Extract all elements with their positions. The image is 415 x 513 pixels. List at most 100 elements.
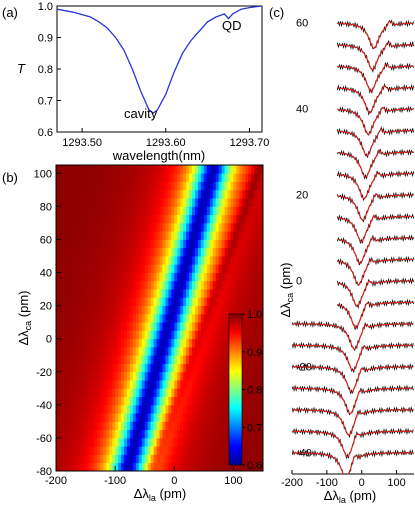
heatmap-cell bbox=[209, 388, 214, 397]
heatmap-cell bbox=[174, 231, 178, 240]
heatmap-cell bbox=[150, 313, 154, 323]
heatmap-cell bbox=[85, 413, 89, 422]
heatmap-cell bbox=[257, 198, 261, 207]
heatmap-cell bbox=[103, 214, 107, 224]
heatmap-cell bbox=[156, 247, 160, 257]
heatmap-cell bbox=[118, 346, 122, 356]
heatmap-cell bbox=[118, 446, 122, 455]
heatmap-cell bbox=[212, 313, 217, 323]
heatmap-cell bbox=[124, 462, 128, 472]
heatmap-cell bbox=[73, 289, 78, 298]
colorbar-tick-label: 0.8 bbox=[247, 385, 262, 397]
heatmap-cell bbox=[79, 421, 84, 431]
heatmap-cell bbox=[109, 231, 113, 240]
heatmap-cell bbox=[135, 363, 140, 373]
heatmap-cell bbox=[242, 355, 246, 364]
heatmap-cell bbox=[79, 239, 84, 249]
heatmap-cell bbox=[138, 462, 143, 472]
heatmap-cell bbox=[192, 462, 196, 472]
heatmap-cell bbox=[194, 173, 199, 182]
heatmap-cell bbox=[97, 446, 101, 455]
heatmap-cell bbox=[135, 404, 140, 414]
heatmap-cell bbox=[260, 181, 264, 191]
heatmap-cell bbox=[64, 330, 69, 340]
heatmap-cell bbox=[254, 289, 258, 298]
heatmap-cell bbox=[76, 181, 81, 191]
heatmap-cell bbox=[97, 346, 101, 356]
heatmap-cell bbox=[103, 446, 107, 455]
heatmap-cell bbox=[224, 198, 228, 207]
heatmap-cell bbox=[141, 255, 146, 265]
heatmap-cell bbox=[156, 462, 160, 472]
heatmap-cell bbox=[242, 222, 246, 232]
heatmap-cell bbox=[138, 206, 143, 216]
heatmap-cell bbox=[144, 255, 149, 265]
heatmap-cell bbox=[124, 289, 128, 298]
heatmap-cell bbox=[141, 380, 146, 389]
heatmap-cell bbox=[186, 363, 190, 373]
heatmap-cell bbox=[138, 289, 143, 298]
heatmap-cell bbox=[177, 330, 181, 340]
heatmap-cell bbox=[129, 380, 134, 389]
heatmap-cell bbox=[88, 388, 92, 397]
heatmap-cell bbox=[76, 371, 81, 381]
heatmap-cell bbox=[186, 446, 190, 455]
heatmap-cell bbox=[118, 239, 122, 249]
heatmap-cell bbox=[97, 404, 101, 414]
heatmap-cell bbox=[118, 305, 122, 315]
heatmap-cell bbox=[132, 280, 137, 290]
heatmap-cell bbox=[260, 305, 264, 315]
heatmap-cell bbox=[109, 413, 113, 422]
heatmap-cell bbox=[64, 404, 69, 414]
heatmap-cell bbox=[126, 206, 131, 216]
heatmap-cell bbox=[61, 206, 66, 216]
heatmap-cell bbox=[177, 222, 181, 232]
heatmap-cell bbox=[126, 322, 131, 331]
heatmap-cell bbox=[227, 231, 231, 240]
heatmap-cell bbox=[135, 313, 140, 323]
panel-a-transmission-line bbox=[57, 6, 262, 114]
heatmap-cell bbox=[212, 322, 217, 331]
heatmap-cell bbox=[186, 297, 190, 306]
heatmap-cell bbox=[236, 272, 240, 282]
heatmap-cell bbox=[88, 437, 92, 447]
heatmap-cell bbox=[183, 429, 187, 439]
heatmap-cell bbox=[165, 446, 169, 455]
heatmap-cell bbox=[138, 305, 143, 315]
heatmap-cell bbox=[248, 206, 252, 216]
heatmap-cell bbox=[177, 305, 181, 315]
heatmap-cell bbox=[58, 338, 63, 348]
heatmap-cell bbox=[106, 388, 110, 397]
heatmap-cell bbox=[251, 437, 255, 447]
heatmap-cell bbox=[61, 239, 66, 249]
heatmap-cell bbox=[97, 231, 101, 240]
heatmap-cell bbox=[147, 322, 152, 331]
heatmap-cell bbox=[97, 371, 101, 381]
heatmap-cell bbox=[70, 371, 75, 381]
heatmap-cell bbox=[109, 338, 113, 348]
heatmap-cell bbox=[106, 272, 110, 282]
panel-a-ylabel: T bbox=[17, 61, 26, 76]
heatmap-cell bbox=[233, 239, 237, 249]
heatmap-cell bbox=[209, 322, 214, 331]
heatmap-cell bbox=[70, 189, 75, 199]
heatmap-cell bbox=[156, 338, 160, 348]
heatmap-cell bbox=[153, 330, 157, 340]
heatmap-cell bbox=[58, 313, 63, 323]
heatmap-cell bbox=[94, 346, 98, 356]
heatmap-cell bbox=[115, 413, 119, 422]
heatmap-cell bbox=[85, 330, 89, 340]
panel-c-data-trace bbox=[336, 19, 414, 50]
heatmap-cell bbox=[194, 437, 199, 447]
heatmap-cell bbox=[215, 462, 220, 472]
heatmap-cell bbox=[88, 255, 92, 265]
heatmap-cell bbox=[194, 264, 199, 273]
heatmap-cell bbox=[85, 272, 89, 282]
heatmap-cell bbox=[224, 305, 228, 315]
heatmap-cell bbox=[85, 231, 89, 240]
heatmap-cell bbox=[112, 322, 116, 331]
heatmap-cell bbox=[103, 255, 107, 265]
heatmap-cell bbox=[162, 313, 166, 323]
heatmap-cell bbox=[221, 264, 225, 273]
heatmap-cell bbox=[242, 404, 246, 414]
